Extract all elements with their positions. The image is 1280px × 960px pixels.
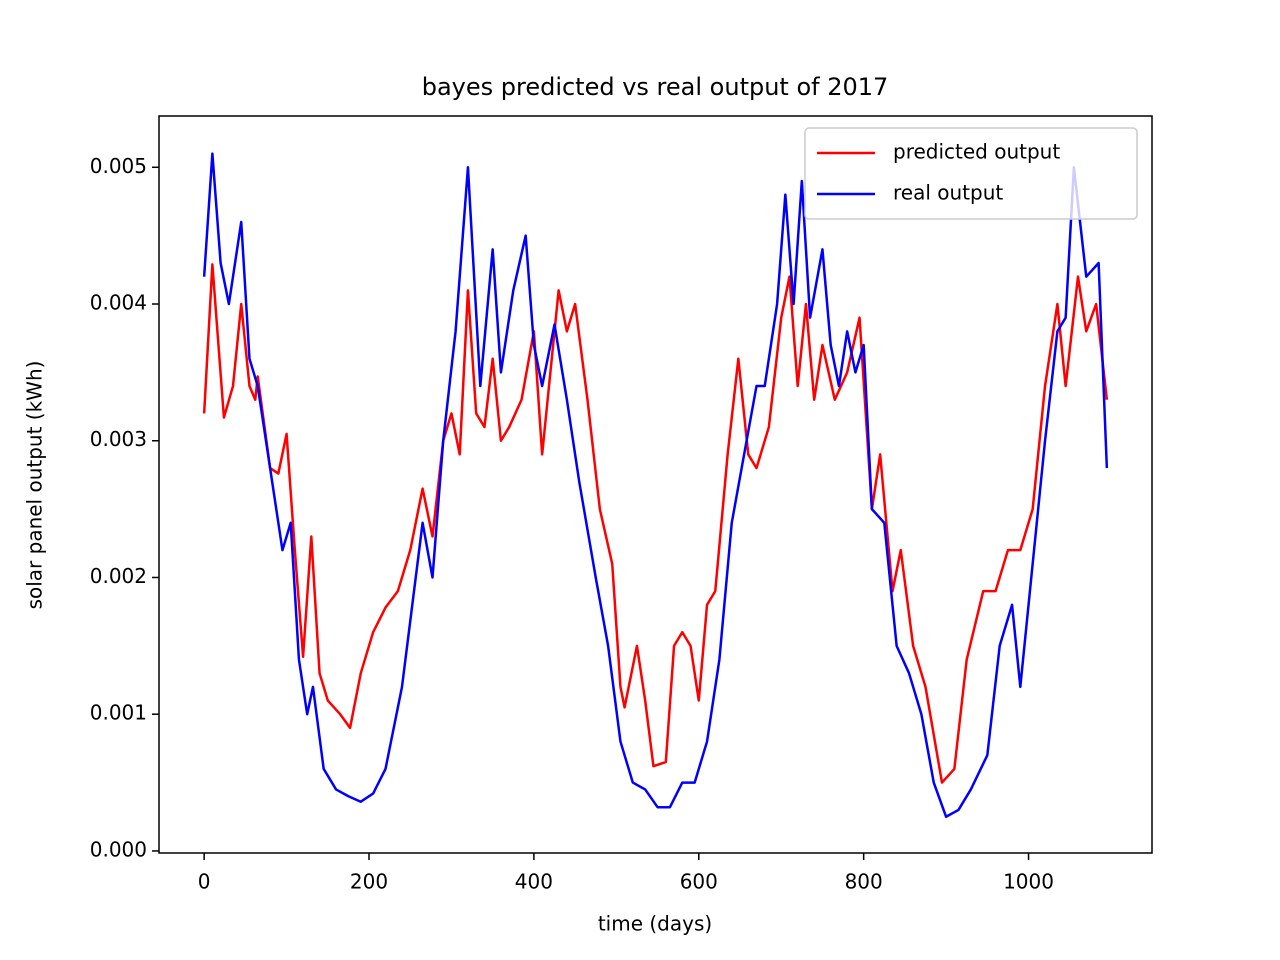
y-tick-label: 0.004 bbox=[90, 291, 147, 315]
x-tick-label: 800 bbox=[845, 870, 883, 894]
legend-label: real output bbox=[893, 181, 1003, 205]
x-tick-label: 200 bbox=[350, 870, 388, 894]
y-tick-label: 0.002 bbox=[90, 564, 147, 588]
legend-label: predicted output bbox=[893, 140, 1060, 164]
legend-box bbox=[804, 127, 1138, 220]
x-axis-label: time (days) bbox=[598, 912, 712, 936]
y-tick-label: 0.001 bbox=[90, 701, 147, 725]
x-tick-label: 600 bbox=[680, 870, 718, 894]
data-line bbox=[202, 263, 1109, 784]
x-tick-label: 1000 bbox=[1003, 870, 1054, 894]
x-tick-label: 400 bbox=[515, 870, 553, 894]
chart-title: bayes predicted vs real output of 2017 bbox=[422, 73, 889, 101]
data-line bbox=[202, 152, 1109, 819]
axes-frame bbox=[158, 115, 1153, 854]
y-axis-label: solar panel output (kWh) bbox=[23, 361, 47, 610]
y-tick-label: 0.005 bbox=[90, 154, 147, 178]
y-tick-label: 0.003 bbox=[90, 427, 147, 451]
y-tick-label: 0.000 bbox=[90, 837, 147, 861]
x-tick-label: 0 bbox=[198, 870, 211, 894]
